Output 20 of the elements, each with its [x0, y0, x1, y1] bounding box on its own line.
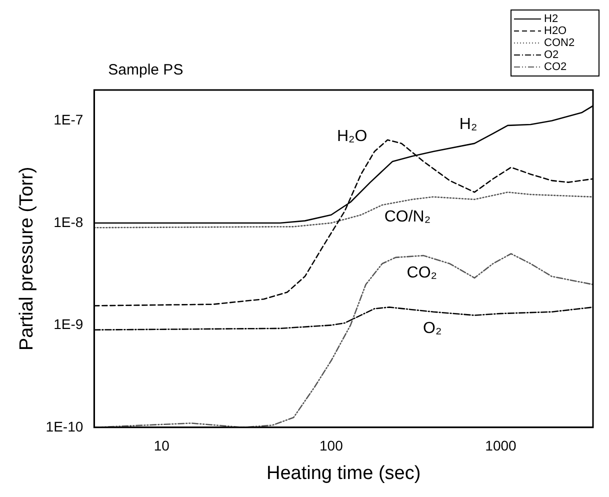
y-tick-label: 1E-10 [46, 418, 84, 434]
legend-label: H2 [544, 13, 558, 26]
annotation: H₂O [336, 128, 368, 145]
x-tick-label: 100 [320, 438, 344, 454]
legend-label: H2O [544, 25, 568, 38]
annotation: H₂ [459, 116, 478, 134]
legend-label: CON2 [544, 37, 575, 50]
y-tick-label: 1E-8 [54, 214, 84, 230]
annotation: CO₂ [406, 264, 438, 282]
x-tick-label: 1000 [485, 438, 517, 454]
x-axis-title: Heating time (sec) [266, 462, 421, 484]
chart-title: Sample PS [108, 62, 184, 79]
x-tick-label: 10 [154, 438, 170, 454]
legend-label: CO2 [544, 61, 567, 74]
y-tick-label: 1E-9 [54, 316, 84, 332]
annotation: O₂ [423, 320, 442, 337]
legend-label: O2 [544, 49, 559, 62]
annotation: CO/N₂ [384, 208, 431, 226]
y-tick-label: 1E-7 [54, 112, 84, 128]
y-axis-title: Partial pressure (Torr) [16, 166, 38, 351]
